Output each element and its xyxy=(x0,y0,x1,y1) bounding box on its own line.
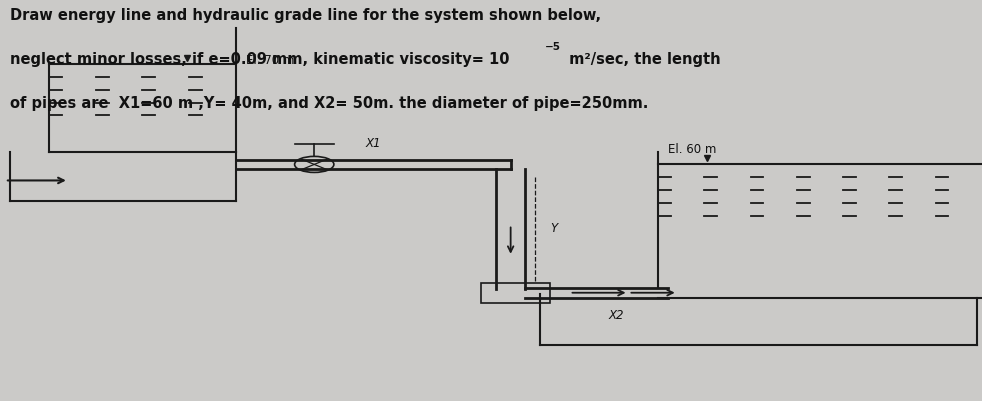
Text: m²/sec, the length: m²/sec, the length xyxy=(564,52,720,67)
Text: El. 60 m: El. 60 m xyxy=(668,144,716,156)
Text: −5: −5 xyxy=(545,42,561,52)
Text: neglect minor losses, if e=0.09 mm, kinematic viscosity= 10: neglect minor losses, if e=0.09 mm, kine… xyxy=(10,52,510,67)
Text: El. 70 m: El. 70 m xyxy=(246,54,294,67)
Text: Y: Y xyxy=(550,223,557,235)
Text: of pipes are  X1=60 m ,Y= 40m, and X2= 50m. the diameter of pipe=250mm.: of pipes are X1=60 m ,Y= 40m, and X2= 50… xyxy=(10,96,648,111)
Text: X2: X2 xyxy=(609,309,624,322)
Bar xyxy=(481,283,550,303)
Text: Draw energy line and hydraulic grade line for the system shown below,: Draw energy line and hydraulic grade lin… xyxy=(10,8,601,23)
Text: X1: X1 xyxy=(365,138,381,150)
